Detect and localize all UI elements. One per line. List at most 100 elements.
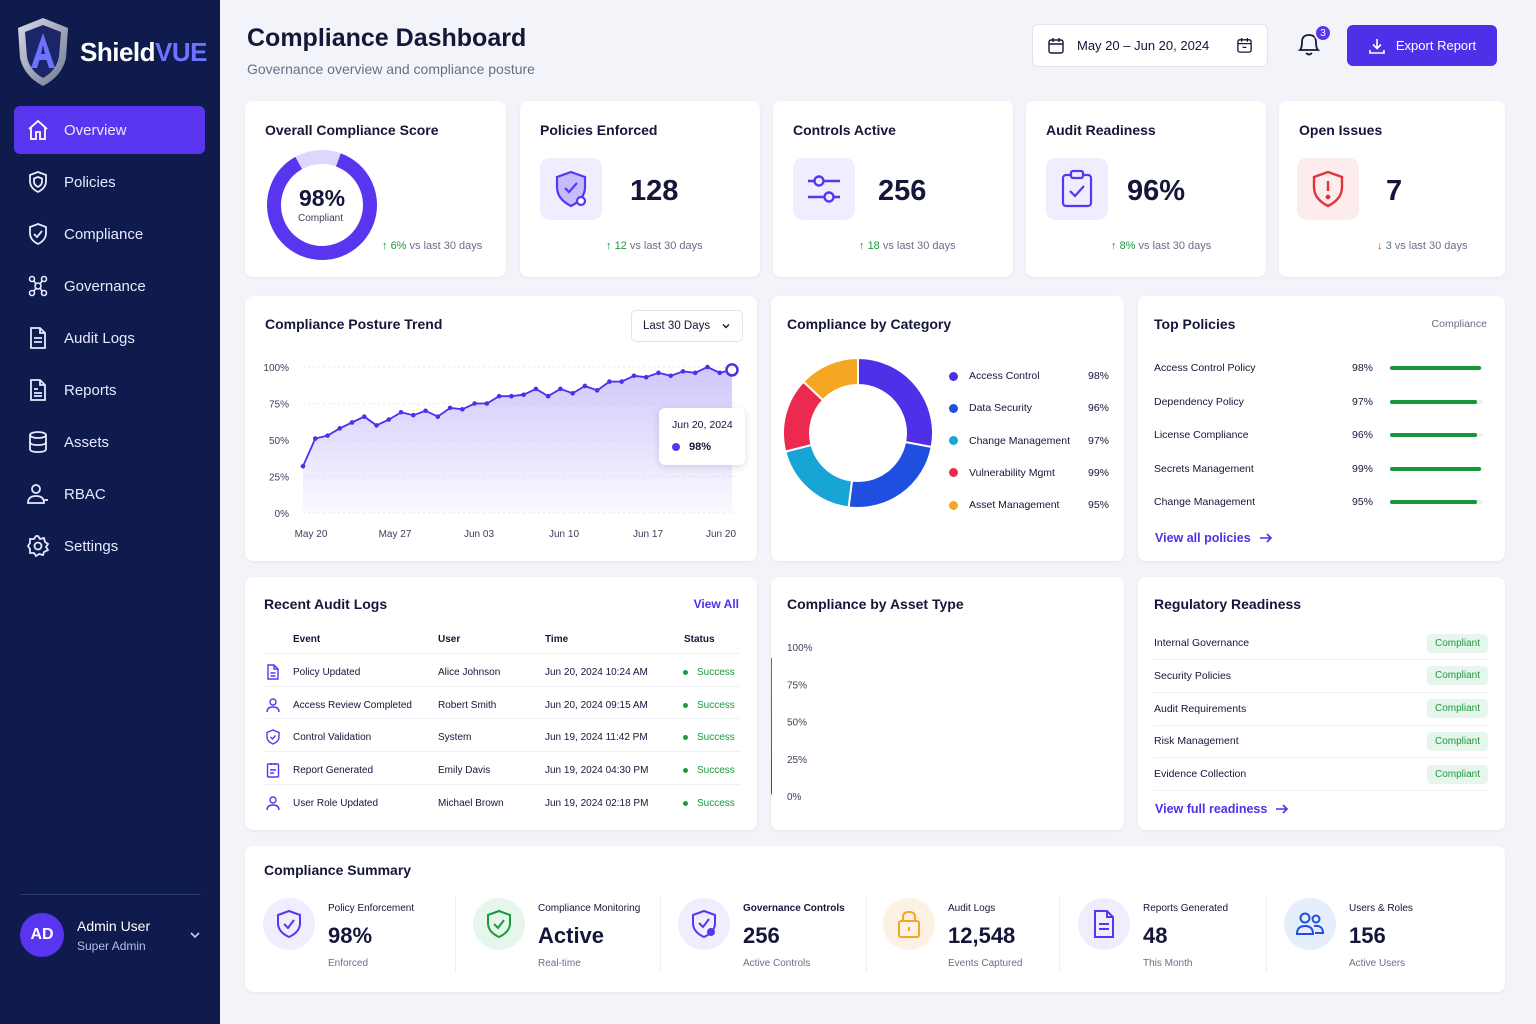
cell-status: Success: [683, 765, 735, 776]
sidebar: ShieldVUE Overview Policies Compliance G…: [0, 0, 220, 1024]
policy-row[interactable]: License Compliance 96%: [1154, 429, 1488, 441]
col-header-status[interactable]: Status: [684, 634, 715, 645]
asset-type-bar-chart: 100%75%50%25%0%100%Applications98%Servic…: [771, 643, 813, 803]
view-all-policies-link[interactable]: View all policies: [1155, 531, 1273, 545]
trend-chart: 100% 75% 50% 25% 0% May 20 May 27 Jun 03 Jun 10 J…: [263, 363, 739, 540]
regulatory-card: Regulatory Readiness Internal Governance…: [1138, 577, 1505, 830]
policy-row[interactable]: Change Management 95%: [1154, 496, 1488, 508]
status-badge: Compliant: [1426, 731, 1488, 751]
regulatory-row[interactable]: Evidence Collection Compliant: [1154, 758, 1488, 792]
chevron-down-icon[interactable]: [189, 929, 201, 941]
regulatory-row[interactable]: Internal Governance Compliant: [1154, 627, 1488, 660]
legend-item[interactable]: Change Management 97%: [949, 435, 1109, 447]
document-icon: [265, 664, 281, 683]
policy-row[interactable]: Access Control Policy 98%: [1154, 362, 1488, 374]
shield-alert-icon: [1297, 158, 1359, 220]
trend-point: [484, 401, 490, 406]
y-tick-label: 75%: [787, 680, 807, 691]
table-row[interactable]: Report Generated Emily Davis Jun 19, 2024 …: [264, 751, 740, 784]
cell-user: Michael Brown: [438, 797, 504, 809]
trend-point: [680, 369, 686, 374]
score-value: 98%: [299, 185, 346, 211]
notifications-button[interactable]: 3: [1296, 24, 1332, 63]
table-row[interactable]: User Role Updated Michael Brown Jun 19, 20…: [264, 783, 740, 817]
notification-badge: 3: [1314, 24, 1332, 42]
hub-icon: [28, 275, 48, 297]
arrow-up-icon: ↑: [859, 240, 868, 252]
cell-event: Access Review Completed: [293, 699, 412, 711]
main-content: Compliance Dashboard Governance overview…: [220, 0, 1536, 1024]
kpi-delta: ↑ 18 vs last 30 days: [859, 240, 956, 252]
trend-tooltip: Jun 20, 2024 98%: [659, 408, 745, 465]
kpi-delta: ↑ 8% vs last 30 days: [1111, 240, 1212, 252]
regulatory-row[interactable]: Risk Management Compliant: [1154, 725, 1488, 759]
kpi-value: 96%: [1127, 175, 1186, 207]
policy-progress-track: [1390, 399, 1483, 404]
trend-point: [545, 393, 551, 399]
kpi-card-compliance-score: Overall Compliance Score 98% Compliant ↑…: [245, 101, 506, 277]
date-range-picker[interactable]: May 20 – Jun 20, 2024: [1032, 24, 1268, 67]
divider: [455, 896, 456, 972]
sidebar-item-governance[interactable]: Governance: [14, 262, 205, 310]
policy-percent: 95%: [1352, 496, 1374, 508]
cell-user: Robert Smith: [438, 699, 497, 711]
range-dropdown[interactable]: Last 30 Days: [631, 310, 743, 342]
legend-item[interactable]: Data Security 96%: [949, 402, 1109, 414]
sidebar-item-reports[interactable]: Reports: [14, 366, 205, 414]
col-header-event[interactable]: Event: [293, 634, 321, 645]
policy-shield-icon: [540, 158, 602, 220]
sidebar-item-settings[interactable]: Settings: [14, 522, 205, 570]
table-row[interactable]: Policy Updated Alice Johnson Jun 20, 2024 …: [264, 653, 740, 686]
legend-item[interactable]: Access Control 98%: [949, 370, 1109, 382]
y-tick-label: 100%: [787, 643, 813, 654]
sidebar-item-label: Policies: [64, 173, 116, 191]
regulatory-row[interactable]: Audit Requirements Compliant: [1154, 693, 1488, 726]
trend-point: [692, 370, 698, 376]
legend-label: Access Control: [969, 370, 1040, 382]
chevron-down-icon: [722, 324, 730, 329]
cell-time: Jun 19, 2024 02:18 PM: [545, 797, 649, 809]
summary-label: Audit Logs: [948, 903, 996, 914]
sidebar-item-assets[interactable]: Assets: [14, 418, 205, 466]
x-tick-label: Jun 20: [706, 529, 736, 540]
shield-check-icon: [473, 898, 525, 950]
card-title: Audit Readiness: [1046, 122, 1156, 138]
brand-logo[interactable]: ShieldVUE: [16, 16, 207, 88]
trend-point: [398, 409, 404, 415]
sidebar-item-audit-logs[interactable]: Audit Logs: [14, 314, 205, 362]
legend-value: 96%: [1087, 402, 1109, 415]
user-menu[interactable]: AD Admin User Super Admin: [20, 894, 201, 957]
legend-item[interactable]: Asset Management 95%: [949, 499, 1109, 511]
trend-point: [631, 373, 637, 379]
regulatory-row[interactable]: Security Policies Compliant: [1154, 660, 1488, 693]
summary-sub: Active Users: [1349, 958, 1406, 969]
donut-slice: [847, 440, 933, 509]
trend-point: [521, 392, 526, 398]
legend-label: Change Management: [969, 434, 1070, 447]
policy-progress-fill: [1390, 366, 1482, 370]
legend-value: 97%: [1087, 434, 1109, 447]
calendar-icon: [1048, 37, 1064, 54]
sidebar-item-overview[interactable]: Overview: [14, 106, 205, 154]
sidebar-item-label: Compliance: [64, 225, 144, 243]
calendar-icon[interactable]: [1236, 37, 1253, 54]
sidebar-item-rbac[interactable]: RBAC: [14, 470, 205, 518]
user-icon: [265, 697, 281, 716]
user-name: Admin User: [77, 917, 151, 934]
policy-row[interactable]: Dependency Policy 97%: [1154, 396, 1488, 408]
cell-status: Success: [683, 798, 735, 809]
export-report-button[interactable]: Export Report: [1347, 25, 1497, 66]
card-title: Controls Active: [793, 122, 896, 138]
policy-row[interactable]: Secrets Management 99%: [1154, 463, 1488, 475]
view-full-readiness-link[interactable]: View full readiness: [1155, 802, 1289, 816]
table-row[interactable]: Control Validation System Jun 19, 2024 11:…: [264, 718, 740, 751]
col-header-user[interactable]: User: [438, 634, 461, 645]
bar: [771, 657, 772, 796]
legend-item[interactable]: Vulnerability Mgmt 99%: [949, 467, 1109, 479]
sidebar-item-policies[interactable]: Policies: [14, 158, 205, 206]
table-row[interactable]: Access Review Completed Robert Smith Jun 2…: [264, 685, 740, 719]
col-header-time[interactable]: Time: [545, 634, 569, 645]
view-all-audit-logs-link[interactable]: View All: [693, 597, 739, 611]
sidebar-item-compliance[interactable]: Compliance: [14, 210, 205, 258]
regulation-name: Evidence Collection: [1154, 768, 1247, 781]
